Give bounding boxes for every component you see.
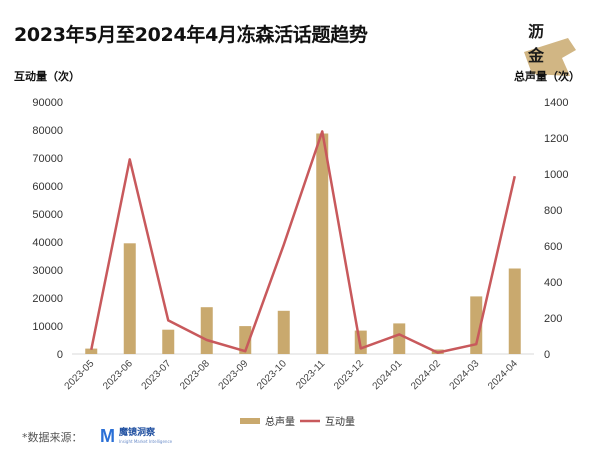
source-brand-name: 魔镜洞察 — [119, 427, 156, 438]
x-tick-2023-07: 2023-07 — [140, 358, 174, 392]
x-tick-2023-12: 2023-12 — [332, 358, 366, 392]
y-right-tick-1200: 1200 — [544, 133, 568, 145]
y-right-tick-600: 600 — [544, 241, 562, 253]
legend-swatch-total-volume — [240, 418, 260, 424]
y-left-tick-70000: 70000 — [32, 153, 63, 165]
bar-2023-08 — [200, 307, 213, 354]
y-left-tick-10000: 10000 — [32, 321, 63, 333]
x-tick-2024-01: 2024-01 — [371, 358, 405, 392]
bar-2023-10 — [277, 310, 290, 354]
x-tick-2023-06: 2023-06 — [101, 358, 135, 392]
chart-title: 2023年5月至2024年4月冻森活话题趋势 — [14, 24, 368, 46]
y-axis-right-title: 总声量（次） — [514, 70, 580, 83]
y-right-tick-1000: 1000 — [544, 169, 568, 181]
bar-2023-09 — [239, 326, 252, 354]
brand-logo: 沥 金 — [518, 14, 580, 80]
y-left-tick-40000: 40000 — [32, 237, 63, 249]
x-tick-2023-05: 2023-05 — [63, 358, 97, 392]
bar-2024-01 — [393, 323, 406, 354]
source-brand-mark-icon: M — [100, 425, 115, 446]
y-right-tick-0: 0 — [544, 349, 550, 361]
source-brand-logo: M 魔镜洞察 Insight Market Intelligence — [100, 426, 172, 446]
logo-char-1: 沥 — [528, 22, 545, 41]
y-left-tick-80000: 80000 — [32, 125, 63, 137]
x-tick-2023-08: 2023-08 — [178, 358, 212, 392]
x-tick-2023-11: 2023-11 — [294, 358, 328, 392]
bar-2023-06 — [123, 243, 136, 354]
y-right-tick-1400: 1400 — [544, 97, 568, 109]
y-right-tick-200: 200 — [544, 313, 562, 325]
x-tick-2023-09: 2023-09 — [217, 358, 251, 392]
bar-2023-05 — [85, 348, 98, 354]
bar-2024-03 — [470, 296, 483, 354]
y-left-tick-0: 0 — [57, 349, 63, 361]
x-tick-2024-03: 2024-03 — [448, 358, 482, 392]
data-source-label: *数据来源： — [22, 431, 83, 444]
legend-label-interaction: 互动量 — [325, 416, 355, 428]
legend-label-total-volume: 总声量 — [265, 415, 295, 428]
y-left-tick-20000: 20000 — [32, 293, 63, 305]
bar-2024-04 — [508, 268, 521, 354]
source-brand-tagline: Insight Market Intelligence — [119, 438, 173, 444]
x-tick-2023-10: 2023-10 — [255, 358, 289, 392]
y-left-tick-30000: 30000 — [32, 265, 63, 277]
bar-2023-11 — [316, 133, 329, 354]
interaction-line — [90, 130, 516, 354]
y-right-tick-800: 800 — [544, 205, 562, 217]
bar-2023-07 — [162, 329, 175, 354]
x-tick-2024-04: 2024-04 — [486, 358, 520, 392]
y-axis-left-title: 互动量（次） — [14, 70, 80, 83]
logo-shape-icon — [524, 38, 576, 76]
x-tick-2024-02: 2024-02 — [409, 358, 443, 392]
y-right-tick-400: 400 — [544, 277, 562, 289]
chart-svg: 0100002000030000400005000060000700008000… — [32, 97, 568, 428]
y-left-tick-60000: 60000 — [32, 181, 63, 193]
logo-char-2: 金 — [528, 46, 545, 65]
y-left-tick-90000: 90000 — [32, 97, 63, 109]
y-left-tick-50000: 50000 — [32, 209, 63, 221]
